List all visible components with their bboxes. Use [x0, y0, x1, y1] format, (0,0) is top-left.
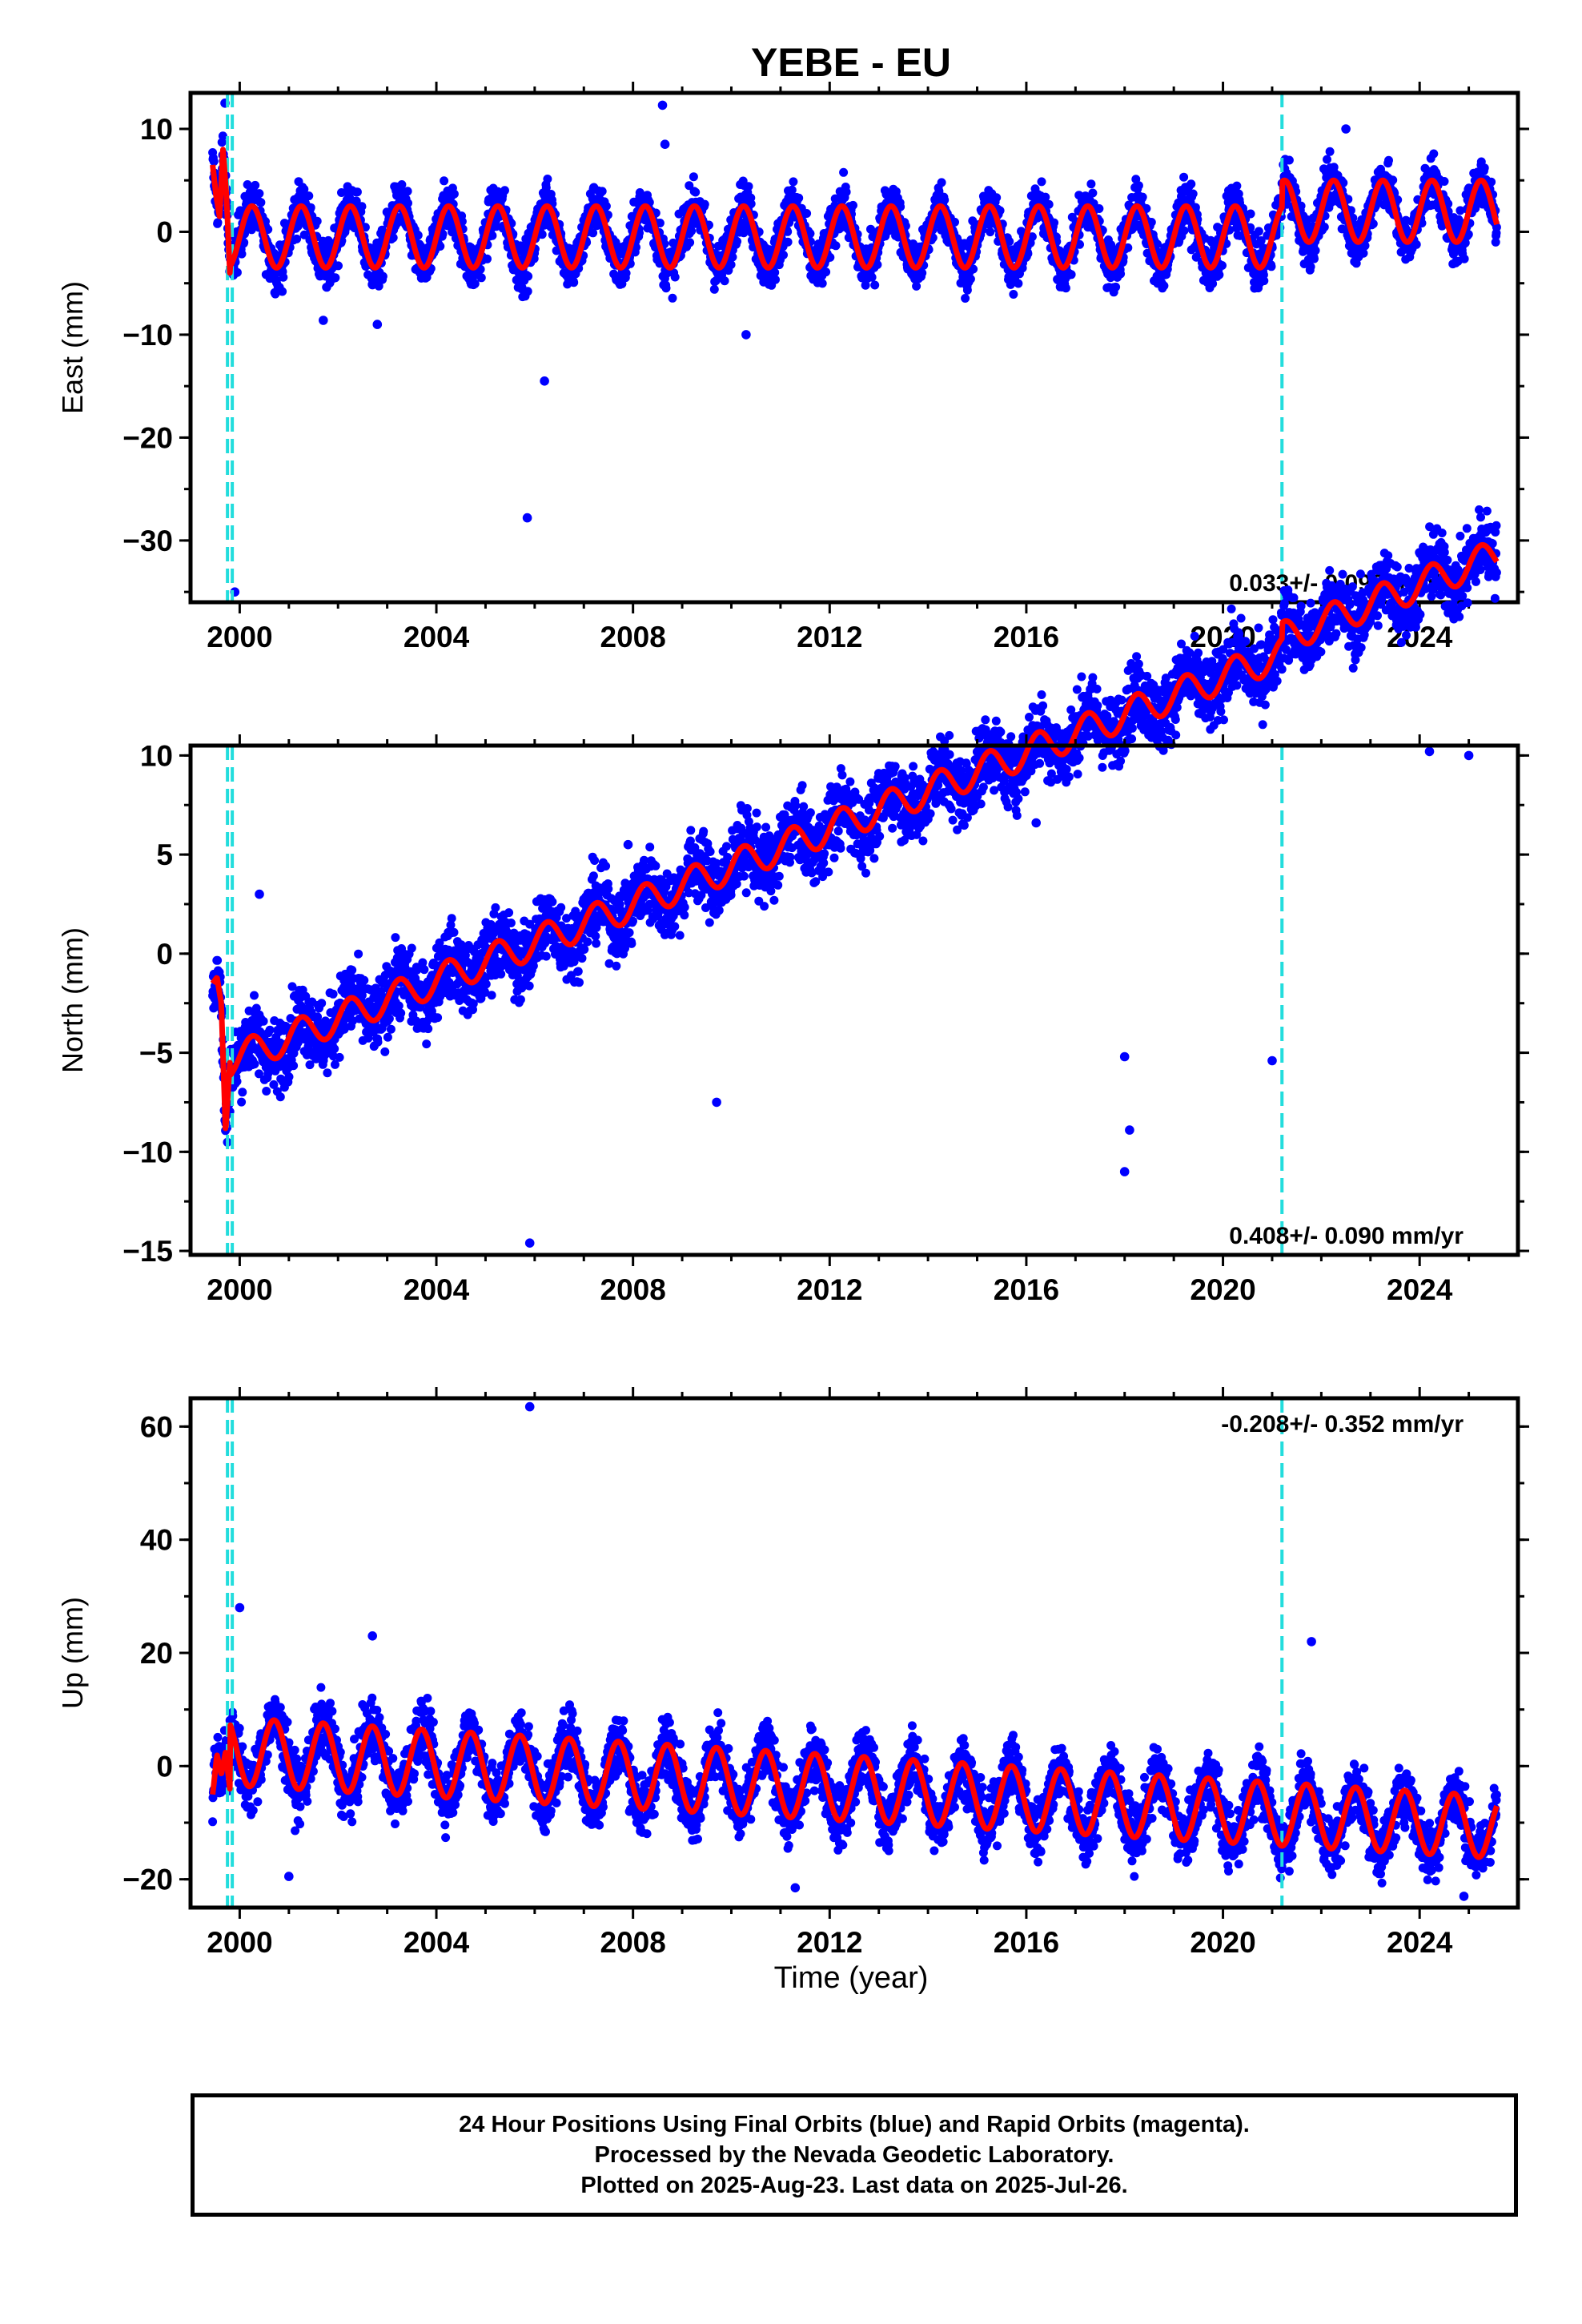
x-tick-label: 2000 — [207, 621, 272, 653]
outlier-point — [1125, 1125, 1134, 1135]
caption-line-1: 24 Hour Positions Using Final Orbits (bl… — [459, 2112, 1250, 2137]
outlier-point — [235, 1602, 245, 1613]
data-points — [208, 1401, 1501, 1901]
x-tick-label: 2020 — [1190, 1926, 1255, 1959]
outlier-point — [790, 1883, 801, 1893]
data-points — [208, 99, 1501, 597]
outlier-point — [524, 1401, 535, 1412]
y-tick-label: −30 — [122, 525, 173, 557]
outlier-point — [540, 376, 549, 386]
y-tick-label: −5 — [139, 1037, 173, 1070]
x-axis-label: Time (year) — [774, 1961, 929, 1995]
outlier-point — [1459, 1892, 1469, 1901]
y-tick-label: 10 — [140, 739, 173, 772]
data-points — [208, 505, 1501, 1248]
panel-north: 2000 2004 2008 2012 2016 2020 2024 10 5 0 −5 −10 −15… — [56, 505, 1529, 1306]
outlier-point — [657, 100, 668, 111]
chart-title: YEBE - EU — [751, 40, 951, 85]
rate-label: 0.408+/- 0.090 mm/yr — [1229, 1223, 1464, 1249]
x-tick-label: 2012 — [797, 621, 862, 653]
panel-east: 2000 2004 2008 2012 2016 2020 2024100−10−20−30… — [56, 82, 1529, 653]
model-curve — [210, 542, 1500, 1132]
outlier-point — [1464, 750, 1474, 761]
outlier-point — [1307, 1637, 1316, 1647]
outlier-point — [1267, 1055, 1277, 1066]
y-tick-label: 10 — [140, 113, 173, 146]
model-curve — [210, 1717, 1500, 1860]
outlier-point — [1031, 818, 1041, 828]
x-tick-label: 2016 — [994, 1926, 1059, 1959]
x-tick-label: 2008 — [600, 1273, 666, 1306]
outlier-point — [522, 513, 532, 523]
caption-box: 24 Hour Positions Using Final Orbits (bl… — [191, 2093, 1518, 2217]
outlier-point — [524, 1238, 535, 1248]
outlier-point — [660, 139, 670, 149]
y-axis-label: Up (mm) — [56, 1597, 89, 1709]
y-tick-label: −20 — [122, 1864, 173, 1896]
y-tick-label: 0 — [156, 1750, 173, 1783]
outlier-point — [1341, 124, 1351, 134]
outlier-point — [741, 330, 751, 340]
outlier-point — [367, 1631, 378, 1641]
y-tick-label: 20 — [140, 1637, 173, 1670]
outlier-point — [623, 839, 633, 850]
outlier-point — [712, 1097, 721, 1108]
x-tick-label: 2012 — [797, 1273, 862, 1306]
plot-frame — [188, 743, 1520, 1257]
plot-frame — [188, 90, 1520, 605]
y-tick-label: −15 — [122, 1235, 173, 1268]
outlier-point — [1424, 746, 1435, 757]
outlier-point — [319, 316, 328, 325]
y-tick-label: 0 — [156, 938, 173, 971]
y-tick-label: 0 — [156, 215, 173, 248]
outlier-point — [284, 1872, 294, 1881]
data-points-path — [208, 505, 1501, 1147]
outlier-point — [372, 320, 383, 329]
x-tick-label: 2020 — [1190, 1273, 1255, 1306]
caption-line-2: Processed by the Nevada Geodetic Laborat… — [594, 2142, 1114, 2168]
y-tick-label: −20 — [122, 421, 173, 454]
y-tick-label: 40 — [140, 1524, 173, 1557]
y-tick-label: −10 — [122, 1136, 173, 1168]
outlier-point — [1119, 1167, 1130, 1176]
outlier-point — [1119, 1051, 1130, 1062]
outlier-point — [255, 889, 264, 899]
y-axis-label: East (mm) — [56, 281, 89, 414]
caption-line-3: Plotted on 2025-Aug-23. Last data on 202… — [580, 2173, 1128, 2198]
panel-up: 2000 2004 2008 2012 2016 2020 2024 60 40 20 0 −20 Up… — [56, 1387, 1529, 1959]
y-axis-label: North (mm) — [56, 927, 89, 1073]
y-tick-label: 60 — [140, 1410, 173, 1443]
y-tick-label: −10 — [122, 319, 173, 352]
x-tick-label: 2000 — [207, 1273, 272, 1306]
x-tick-label: 2016 — [994, 621, 1059, 653]
data-points-path — [208, 131, 1501, 303]
x-tick-label: 2008 — [600, 1926, 666, 1959]
x-tick-label: 2004 — [404, 1926, 470, 1959]
rate-label: -0.208+/- 0.352 mm/yr — [1221, 1411, 1464, 1437]
x-tick-label: 2012 — [797, 1926, 862, 1959]
x-tick-label: 2024 — [1387, 1273, 1453, 1306]
y-tick-label: 5 — [156, 838, 173, 871]
x-tick-label: 2016 — [994, 1273, 1059, 1306]
x-tick-label: 2004 — [404, 1273, 470, 1306]
x-tick-label: 2000 — [207, 1926, 272, 1959]
x-tick-label: 2004 — [404, 621, 470, 653]
x-tick-label: 2024 — [1387, 1926, 1453, 1959]
model-curve — [210, 147, 1500, 276]
x-tick-label: 2008 — [600, 621, 666, 653]
